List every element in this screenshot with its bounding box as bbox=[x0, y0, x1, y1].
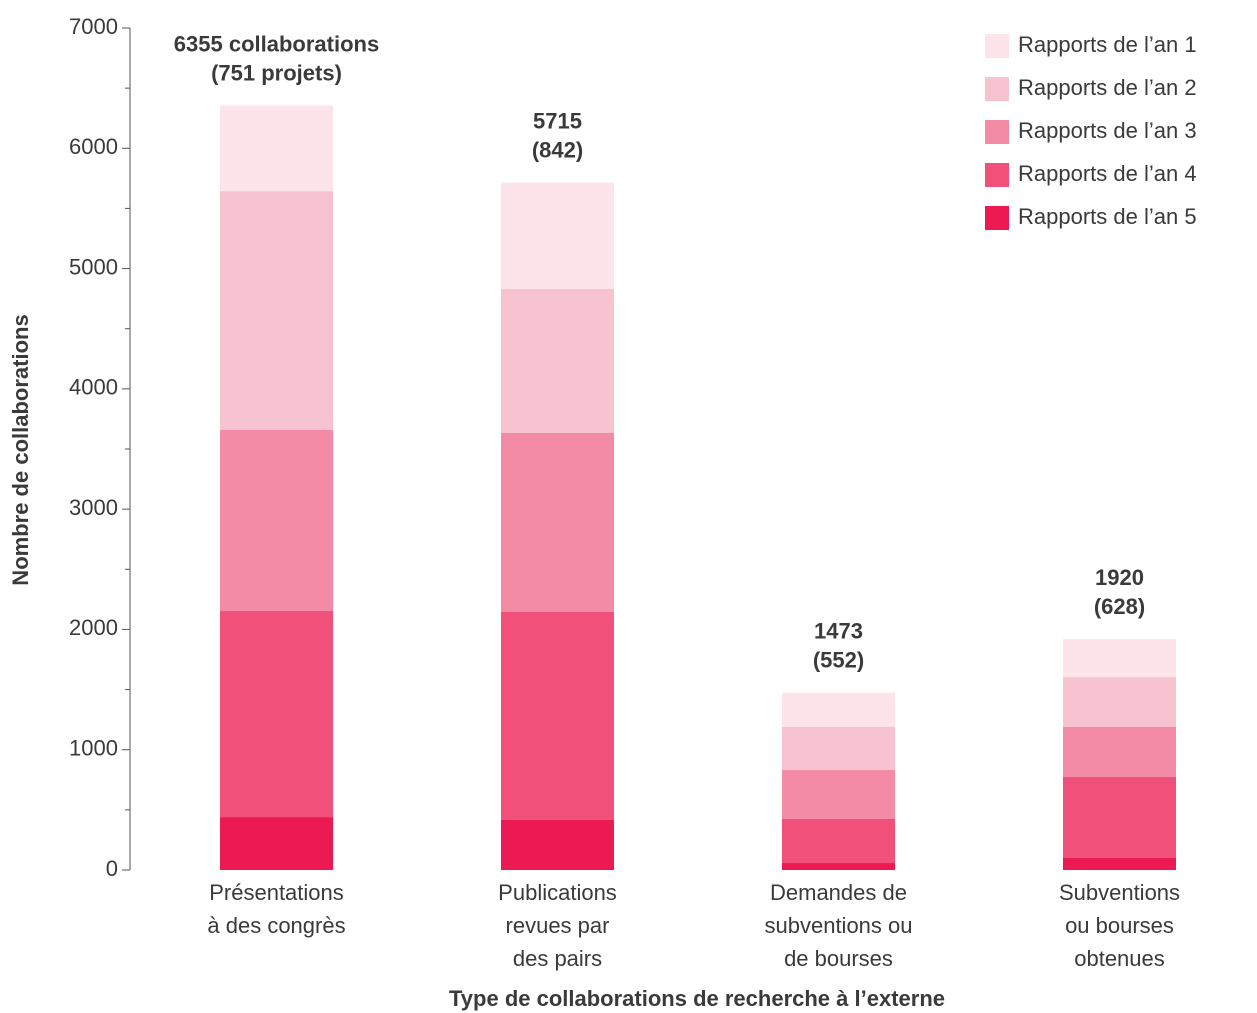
legend-label: Rapports de l’an 4 bbox=[1018, 161, 1197, 186]
bar-segment bbox=[1063, 677, 1176, 727]
y-tick-label: 6000 bbox=[69, 134, 118, 159]
x-tick-label: ou bourses bbox=[1065, 913, 1174, 938]
bar-segment bbox=[782, 726, 895, 771]
y-tick-label: 1000 bbox=[69, 736, 118, 761]
x-tick-label: obtenues bbox=[1074, 946, 1165, 971]
bar-segment bbox=[782, 692, 895, 727]
x-tick-label: subventions ou bbox=[765, 913, 913, 938]
bar-annotation: (751 projets) bbox=[211, 60, 342, 85]
y-tick-label: 4000 bbox=[69, 375, 118, 400]
bar-segment bbox=[220, 817, 333, 870]
legend-swatch bbox=[985, 34, 1009, 58]
x-axis-title: Type de collaborations de recherche à l’… bbox=[449, 986, 945, 1011]
bar-segment bbox=[220, 429, 333, 612]
x-tick-label: Publications bbox=[498, 880, 617, 905]
bar-segment bbox=[501, 819, 614, 870]
legend-swatch bbox=[985, 77, 1009, 101]
bar-annotation: (552) bbox=[813, 648, 864, 673]
legend-label: Rapports de l’an 2 bbox=[1018, 75, 1197, 100]
bar-segment bbox=[501, 182, 614, 290]
bar-segment bbox=[782, 863, 895, 870]
legend-label: Rapports de l’an 3 bbox=[1018, 118, 1197, 143]
bar-segment bbox=[220, 191, 333, 430]
x-tick-label: Présentations bbox=[209, 880, 344, 905]
x-tick-label: des pairs bbox=[513, 946, 602, 971]
bar-segment bbox=[220, 611, 333, 818]
bar-segment bbox=[501, 611, 614, 820]
x-tick-label: Subventions bbox=[1059, 880, 1180, 905]
bar-annotation: 6355 collaborations bbox=[174, 31, 379, 56]
bar-segment bbox=[1063, 777, 1176, 858]
bar-annotation: (628) bbox=[1094, 594, 1145, 619]
bar-annotation: 1920 bbox=[1095, 565, 1144, 590]
bar-segment bbox=[1063, 639, 1176, 678]
y-tick-label: 3000 bbox=[69, 495, 118, 520]
x-tick-label: à des congrès bbox=[207, 913, 345, 938]
legend-swatch bbox=[985, 206, 1009, 230]
y-tick-label: 0 bbox=[106, 856, 118, 881]
y-tick-label: 5000 bbox=[69, 254, 118, 279]
bar-annotation: 5715 bbox=[533, 108, 582, 133]
bar-segment bbox=[1063, 857, 1176, 870]
bar-annotation: (842) bbox=[532, 137, 583, 162]
bar-segment bbox=[1063, 726, 1176, 778]
bar-segment bbox=[501, 433, 614, 612]
bar-segment bbox=[782, 818, 895, 864]
x-tick-label: Demandes de bbox=[770, 880, 907, 905]
y-tick-label: 7000 bbox=[69, 14, 118, 39]
x-tick-label: de bourses bbox=[784, 946, 893, 971]
legend-swatch bbox=[985, 163, 1009, 187]
y-tick-label: 2000 bbox=[69, 615, 118, 640]
x-tick-label: revues par bbox=[506, 913, 610, 938]
legend-label: Rapports de l’an 5 bbox=[1018, 204, 1197, 229]
bar-annotation: 1473 bbox=[814, 619, 863, 644]
legend-label: Rapports de l’an 1 bbox=[1018, 32, 1197, 57]
legend-swatch bbox=[985, 120, 1009, 144]
bar-segment bbox=[220, 105, 333, 192]
bar-segment bbox=[501, 289, 614, 434]
y-axis-title: Nombre de collaborations bbox=[8, 314, 33, 585]
bar-segment bbox=[782, 770, 895, 819]
